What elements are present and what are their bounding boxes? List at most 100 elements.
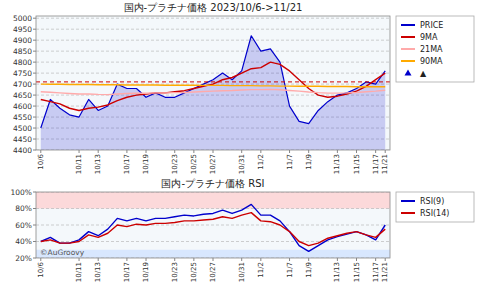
- y-tick: [33, 95, 36, 96]
- y-tick: [33, 258, 36, 259]
- y-tick-label: 4500: [13, 124, 32, 133]
- legend-label: 90MA: [420, 57, 443, 66]
- y-tick-label: 60%: [15, 221, 32, 230]
- y-tick: [33, 51, 36, 52]
- y-tick: [33, 225, 36, 226]
- plot-area: [36, 192, 390, 258]
- legend-label: RSI(14): [420, 209, 449, 218]
- legend-label: PRICE: [420, 21, 443, 30]
- legend: PRICE9MA21MA90MA▲: [396, 16, 474, 82]
- area-fill: [41, 36, 385, 150]
- y-tick-label: 4400: [13, 146, 32, 155]
- y-tick-label: 80%: [15, 204, 32, 213]
- annotation: ©AuGroovy: [40, 248, 85, 257]
- x-tick: [356, 258, 357, 261]
- x-tick: [79, 150, 80, 153]
- legend-swatch: [401, 48, 415, 50]
- x-tick: [174, 258, 175, 261]
- y-tick-label: 100%: [11, 188, 32, 197]
- y-tick-label: 4550: [13, 113, 32, 122]
- y-tick: [33, 128, 36, 129]
- x-tick-label: 10/6: [37, 153, 45, 169]
- x-tick: [174, 150, 175, 153]
- plot-background: [36, 16, 390, 150]
- x-tick-label: 10/19: [142, 262, 150, 282]
- grid-line: [36, 73, 390, 74]
- grid-line: [36, 208, 390, 209]
- legend-swatch: [401, 60, 415, 62]
- x-tick: [126, 150, 127, 153]
- x-tick: [260, 258, 261, 261]
- series-line: [41, 213, 385, 246]
- series-line: [41, 89, 385, 94]
- x-tick-label: 11/17: [372, 154, 380, 174]
- x-tick: [146, 150, 147, 153]
- y-tick-label: 4950: [13, 25, 32, 34]
- x-tick-label: 10/17: [123, 154, 131, 174]
- x-tick-label: 11/13: [333, 154, 341, 174]
- x-tick: [241, 258, 242, 261]
- x-tick-label: 11/2: [257, 262, 265, 278]
- y-tick: [33, 84, 36, 85]
- x-tick-label: 11/2: [257, 154, 265, 170]
- y-tick-label: 4600: [13, 102, 32, 111]
- x-tick-label: 11/9: [305, 262, 313, 278]
- x-tick-label: 11/7: [286, 262, 294, 278]
- x-tick-label: 10/17: [123, 262, 131, 282]
- y-tick-label: 4450: [13, 135, 32, 144]
- y-tick: [33, 62, 36, 63]
- y-tick-label: 4750: [13, 69, 32, 78]
- legend-swatch: [401, 24, 415, 26]
- y-tick: [33, 18, 36, 19]
- legend-swatch: [401, 200, 415, 202]
- x-tick-label: 10/27: [209, 154, 217, 174]
- x-tick-label: 10/25: [190, 262, 198, 282]
- y-tick: [33, 40, 36, 41]
- legend-box: [396, 16, 474, 82]
- x-tick: [193, 150, 194, 153]
- series-line: [41, 204, 385, 251]
- chart-title: 国内-プラチナ価格 2023/10/6->11/21: [124, 2, 303, 13]
- y-tick-label: 4800: [13, 58, 32, 67]
- x-tick-label: 10/31: [238, 262, 246, 282]
- y-tick: [33, 150, 36, 151]
- x-tick-label: 10/13: [94, 262, 102, 282]
- x-tick: [385, 150, 386, 153]
- y-tick: [33, 29, 36, 30]
- x-tick: [126, 258, 127, 261]
- reference-line: [36, 81, 390, 82]
- grid-line: [36, 18, 390, 19]
- series-line: [41, 62, 385, 110]
- series-line: [41, 84, 385, 87]
- y-tick-label: 4700: [13, 80, 32, 89]
- x-tick: [289, 258, 290, 261]
- x-tick-label: 10/13: [94, 154, 102, 174]
- plot-area: [36, 18, 390, 150]
- band: [36, 250, 390, 258]
- grid-line: [36, 51, 390, 52]
- x-tick-label: 10/25: [190, 154, 198, 174]
- x-tick-label: 11/15: [353, 262, 361, 282]
- x-tick: [337, 258, 338, 261]
- y-tick: [33, 192, 36, 193]
- x-tick-label: 10/31: [238, 154, 246, 174]
- x-tick: [193, 258, 194, 261]
- y-tick-label: 5000: [13, 14, 32, 23]
- legend-box: [396, 192, 474, 222]
- grid-line: [36, 40, 390, 41]
- chart-canvas: 4400445045004550460046504700475048004850…: [0, 0, 480, 298]
- x-tick-label: 10/11: [75, 154, 83, 174]
- x-tick-label: 11/9: [305, 154, 313, 170]
- x-tick-label: 10/27: [209, 262, 217, 282]
- x-tick: [79, 258, 80, 261]
- x-tick-label: 11/17: [372, 262, 380, 282]
- y-tick: [33, 106, 36, 107]
- legend-swatch: [405, 70, 412, 76]
- x-tick: [241, 150, 242, 153]
- y-tick: [33, 139, 36, 140]
- x-tick: [40, 150, 41, 153]
- y-tick-label: 20%: [15, 254, 32, 263]
- plot-frame: [36, 192, 390, 258]
- legend-label: RSI(9): [420, 197, 444, 206]
- grid-line: [36, 29, 390, 30]
